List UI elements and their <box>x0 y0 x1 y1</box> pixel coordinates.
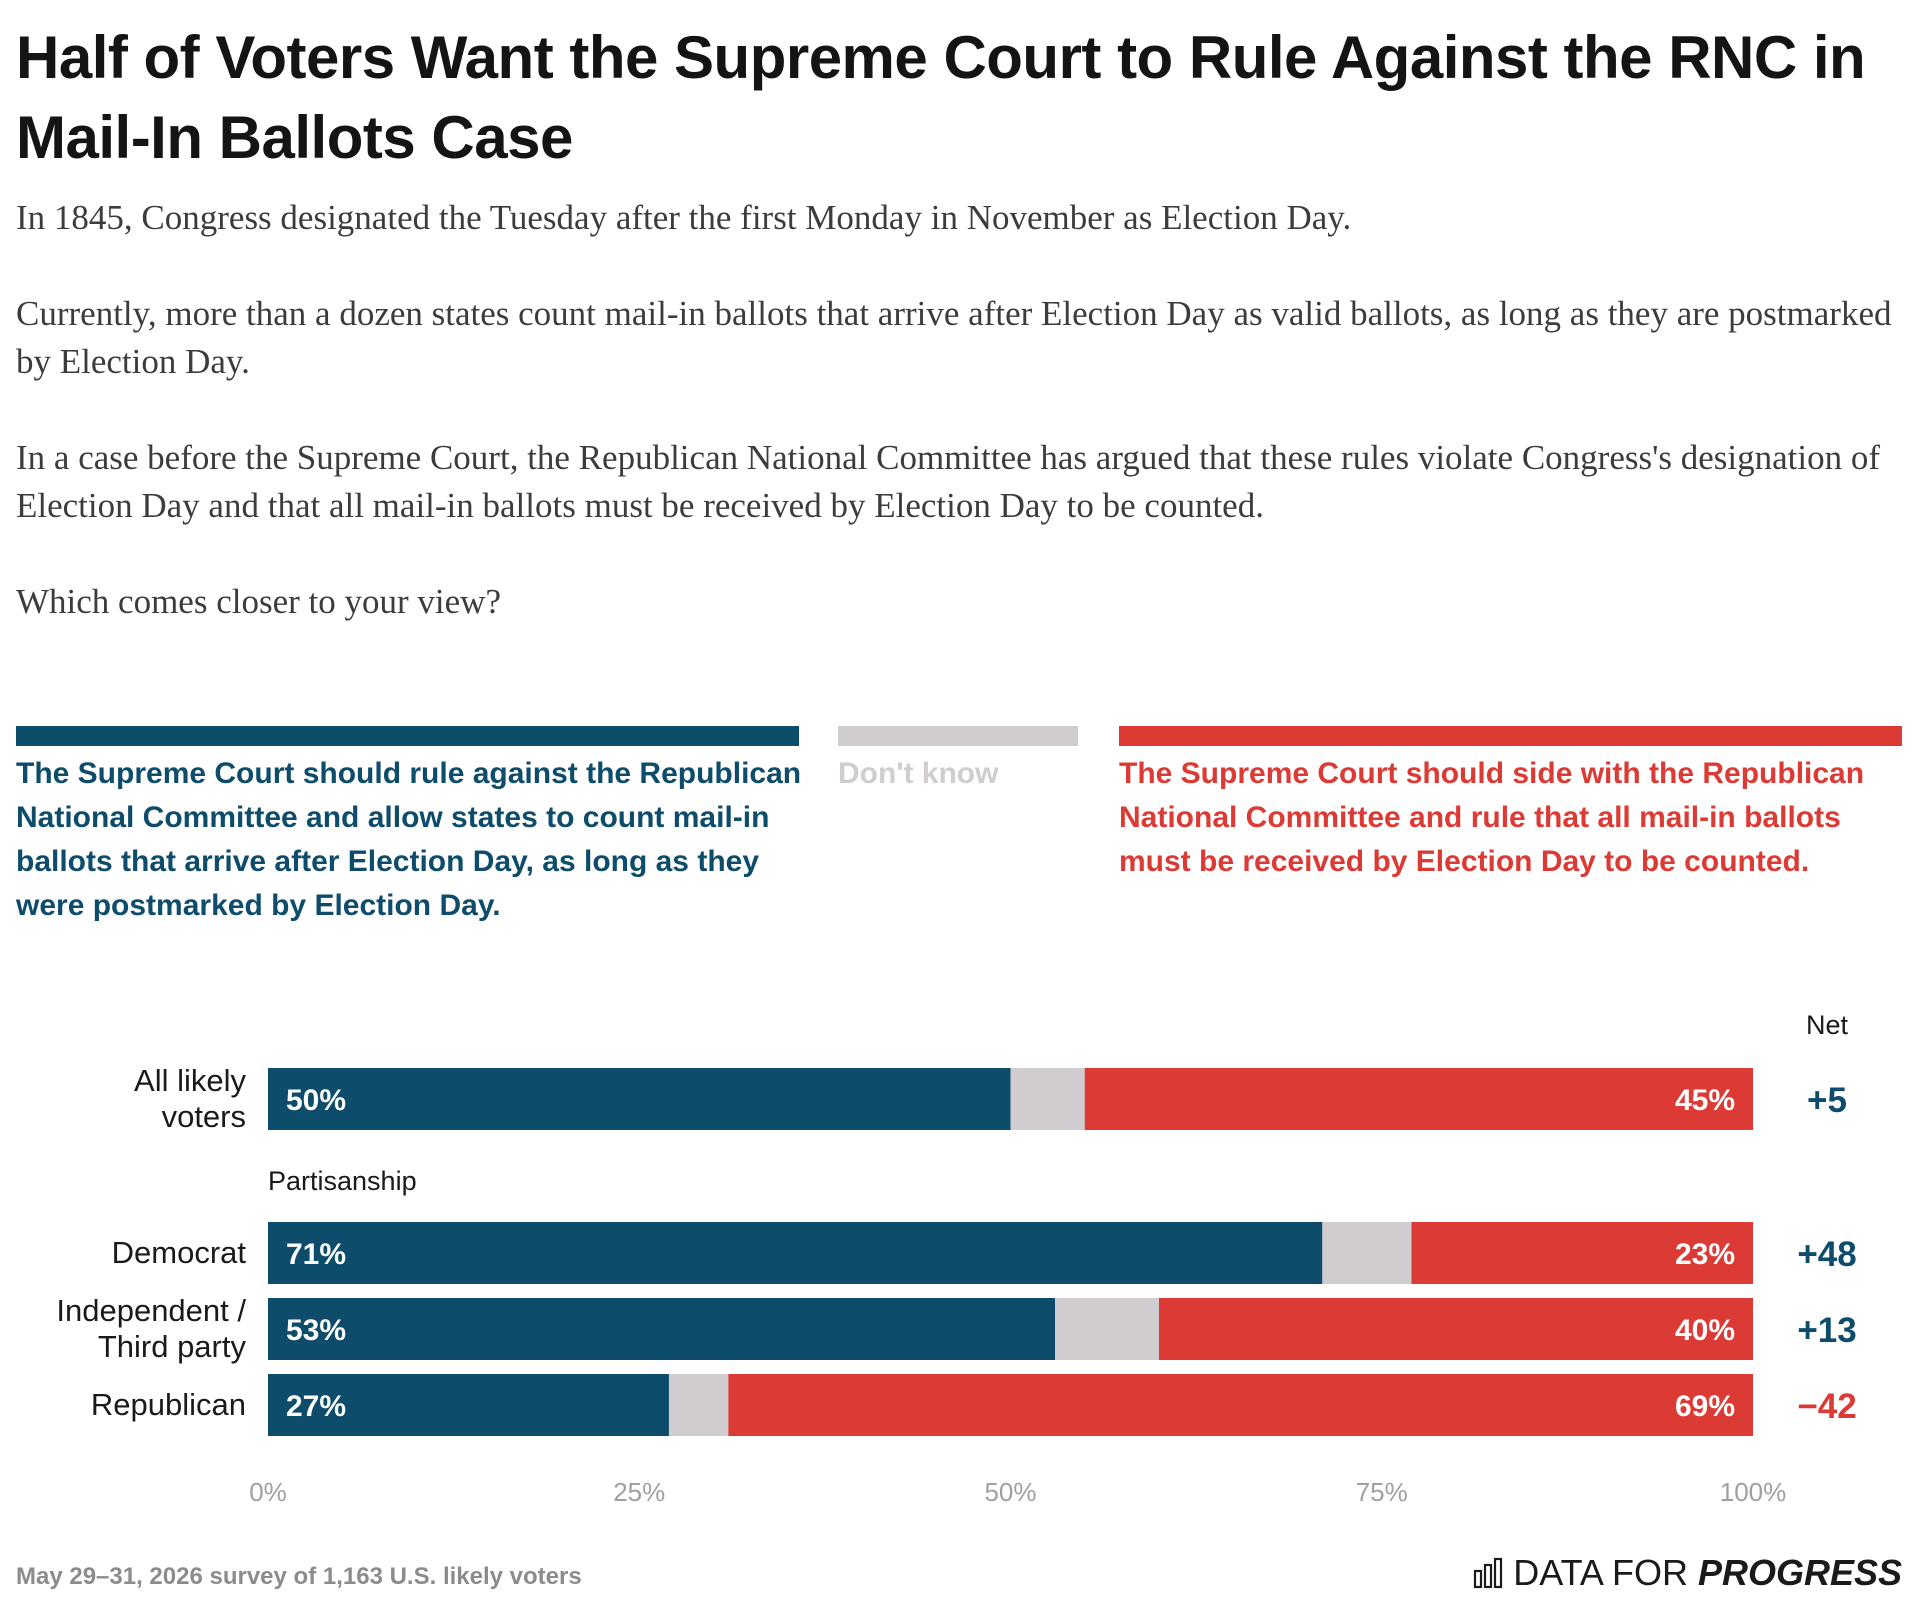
section-label: Partisanship <box>268 1166 417 1196</box>
legend-label-against: The Supreme Court should rule against th… <box>16 757 802 922</box>
bar-side-with <box>728 1374 1753 1436</box>
survey-note: May 29–31, 2026 survey of 1,163 U.S. lik… <box>16 1563 582 1590</box>
bar-against <box>268 1222 1323 1284</box>
data-label-side-with: 23% <box>1675 1238 1735 1271</box>
net-header: Net <box>1806 1010 1849 1040</box>
intro-paragraph: In 1845, Congress designated the Tuesday… <box>16 198 1352 237</box>
question-text: Which comes closer to your view? <box>16 582 501 621</box>
bar-dont-know <box>1322 1222 1412 1284</box>
category-label: Republican <box>91 1387 246 1422</box>
bar-against <box>268 1298 1056 1360</box>
brand-name-strong: PROGRESS <box>1697 1552 1902 1593</box>
category-label: Democrat <box>112 1235 247 1270</box>
bar-against <box>268 1068 1011 1130</box>
bar-side-with <box>1411 1222 1753 1284</box>
net-value: +13 <box>1797 1311 1856 1350</box>
chart-title: Half of Voters Want the Supreme Court to… <box>16 24 1866 171</box>
x-tick-label: 0% <box>249 1477 287 1507</box>
data-label-side-with: 45% <box>1675 1084 1735 1117</box>
bar-against <box>268 1374 669 1436</box>
net-value: +5 <box>1807 1081 1847 1120</box>
x-tick-label: 50% <box>984 1477 1036 1507</box>
bar-dont-know <box>1010 1068 1085 1130</box>
data-label-against: 53% <box>286 1314 346 1347</box>
category-label: All likely <box>134 1063 246 1098</box>
net-value: +48 <box>1797 1235 1856 1274</box>
bar-side-with <box>1084 1068 1753 1130</box>
x-tick-label: 75% <box>1356 1477 1408 1507</box>
data-label-against: 27% <box>286 1390 346 1423</box>
net-value: −42 <box>1797 1387 1856 1426</box>
bar-dont-know <box>668 1374 729 1436</box>
brand-logo: DATA FOR PROGRESS <box>1473 1551 1902 1595</box>
category-label: voters <box>162 1099 246 1134</box>
bar-chart-logo-icon <box>1474 1557 1503 1589</box>
x-tick-label: 100% <box>1720 1477 1787 1507</box>
data-label-side-with: 40% <box>1675 1314 1735 1347</box>
legend-swatch-dont-know <box>838 726 1078 746</box>
legend-label-side-with: The Supreme Court should side with the R… <box>1119 757 1865 878</box>
data-label-side-with: 69% <box>1675 1390 1735 1423</box>
legend-swatch-side-with <box>1119 726 1902 746</box>
brand-name-light: DATA FOR <box>1513 1552 1688 1593</box>
category-label: Independent / <box>56 1293 246 1328</box>
intro-text: In 1845, Congress designated the Tuesday… <box>16 194 1896 674</box>
category-label: Third party <box>98 1329 247 1364</box>
bar-dont-know <box>1055 1298 1159 1360</box>
intro-paragraph: Currently, more than a dozen states coun… <box>16 294 1892 381</box>
intro-paragraph: In a case before the Supreme Court, the … <box>16 438 1881 525</box>
legend-swatch-against <box>16 726 799 746</box>
bar-side-with <box>1159 1298 1753 1360</box>
data-label-against: 50% <box>286 1084 346 1117</box>
data-label-against: 71% <box>286 1238 346 1271</box>
x-tick-label: 25% <box>613 1477 665 1507</box>
legend-label-dont-know: Don't know <box>838 757 999 790</box>
